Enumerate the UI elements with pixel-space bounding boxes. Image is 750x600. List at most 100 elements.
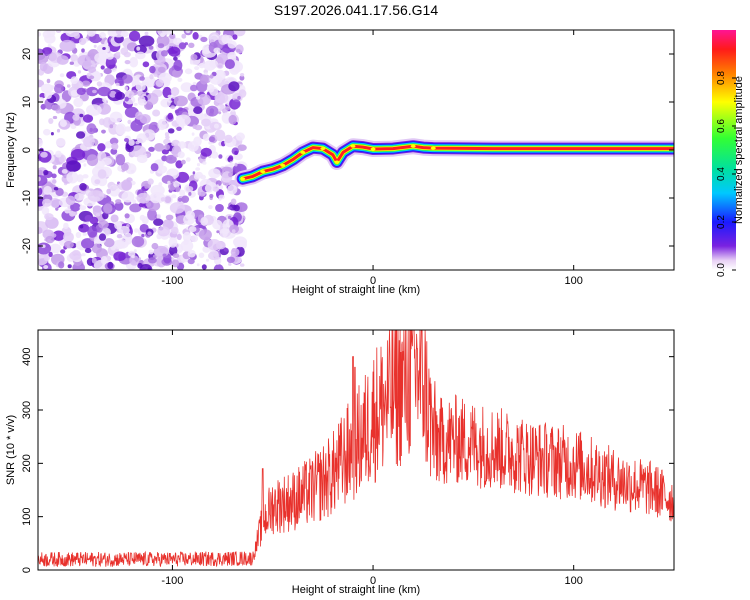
spectrogram-noise-cell: [165, 154, 177, 164]
spectrogram-noise-cell: [38, 242, 52, 255]
spectrogram-noise-cell: [187, 141, 199, 152]
spectrogram-noise-cell: [214, 129, 226, 142]
spectrogram-noise-cell: [216, 184, 219, 188]
spectrogram-noise-cell: [149, 65, 156, 74]
spectrogram-noise-cell: [233, 236, 248, 248]
snr-y-tick-label: 200: [21, 454, 33, 472]
spectrogram-noise-cell: [155, 79, 164, 88]
spectrogram-noise-cell: [38, 97, 45, 103]
spectrogram-noise-cell: [103, 203, 113, 214]
spectrogram-noise-cell: [75, 231, 82, 239]
spectrogram-noise-cell: [192, 32, 199, 40]
spectrogram-noise-cell: [160, 32, 165, 38]
spectrogram-noise-cell: [135, 111, 143, 120]
spectrogram-noise-cell: [87, 66, 97, 74]
spectrogram-noise-cell: [227, 51, 237, 60]
spectrogram-noise-cell: [165, 214, 174, 221]
spectrogram-noise-cell: [137, 99, 147, 106]
spectrogram-noise-cell: [171, 259, 180, 268]
snr-frame: [37, 329, 675, 571]
spectrogram-y-tick-label: -10: [21, 190, 33, 206]
spectrogram-noise-cell: [38, 186, 43, 196]
spectrogram-noise-cell: [38, 254, 48, 266]
spectrogram-noise-cell: [196, 263, 200, 267]
spectrogram-noise-cell: [121, 162, 129, 171]
colorbar: 0.0 0.2 0.4 0.6 0.8 Normalized spectral ampl…: [712, 30, 745, 277]
spectrogram-noise-cell: [42, 198, 52, 207]
spectrogram-noise-cell: [81, 80, 91, 87]
spectrogram-noise-cell: [196, 95, 201, 100]
spectrogram-noise-cell: [87, 190, 105, 202]
spectrogram-trace-point: [240, 177, 246, 181]
spectrogram-noise-cell: [194, 66, 200, 71]
spectrogram-noise-cell: [177, 141, 187, 149]
spectrogram-noise-cell: [38, 176, 41, 182]
spectrogram-noise-cell: [66, 160, 81, 173]
spectrogram-noise-cell: [70, 124, 77, 130]
spectrogram-noise-cell: [147, 231, 152, 236]
spectrogram-noise-cell: [43, 128, 51, 136]
spectrogram-noise-cell: [40, 151, 48, 158]
spectrogram-noise-cell: [79, 183, 87, 191]
spectrogram-noise-cell: [97, 86, 111, 97]
spectrogram-noise-cell: [124, 126, 132, 132]
spectrogram-noise-cell: [41, 244, 46, 248]
spectrogram-noise-cell: [160, 98, 171, 108]
spectrogram-noise-cell: [69, 251, 82, 261]
spectrogram-noise-cell: [169, 202, 185, 214]
spectrogram-noise-cell: [177, 197, 183, 202]
spectrogram-noise-cell: [52, 230, 65, 241]
spectrogram-noise-cell: [180, 82, 193, 93]
spectrogram-noise-cell: [97, 143, 106, 152]
spectrogram-x-tick-label: -100: [161, 275, 183, 287]
spectrogram-noise-cell: [39, 61, 48, 72]
snr-x-ticks: -100 0 100: [161, 330, 583, 587]
spectrogram-noise-cell: [156, 213, 162, 219]
spectrogram-noise-cell: [208, 141, 213, 145]
spectrogram-noise-cell: [52, 179, 57, 184]
spectrogram-noise-cell: [118, 225, 130, 235]
snr-x-tick-label: 0: [370, 575, 376, 587]
snr-y-tick-label: 300: [21, 401, 33, 419]
spectrogram-noise-cell: [153, 218, 164, 226]
spectrogram-noise-cell: [109, 124, 114, 129]
spectrogram-noise-cell: [43, 265, 49, 269]
spectrogram-noise-cell: [139, 76, 145, 81]
spectrogram-noise-cell: [91, 257, 97, 264]
spectrogram-noise-cell: [135, 51, 146, 60]
spectrogram-noise-cell: [181, 195, 190, 203]
snr-y-tick-label: 400: [21, 347, 33, 365]
spectrogram-noise-cell: [227, 206, 233, 210]
spectrogram-noise-cell: [81, 253, 86, 257]
spectrogram-noise-cell: [167, 180, 171, 185]
spectrogram-noise-cell: [141, 233, 145, 238]
spectrogram-noise-cell: [134, 228, 139, 233]
spectrogram-noise-cell: [189, 60, 194, 65]
spectrogram-noise-cell: [176, 114, 191, 126]
spectrogram-noise-cell: [198, 252, 205, 259]
spectrogram-noise-cell: [209, 74, 214, 79]
spectrogram-noise-cell: [86, 123, 97, 135]
spectrogram-noise-cell: [98, 233, 107, 241]
spectrogram-noise-cell: [138, 35, 155, 47]
spectrogram-noise-cell: [183, 214, 195, 225]
spectrogram-noise-cell: [202, 133, 210, 141]
spectrogram-noise-cell: [128, 139, 135, 146]
spectrogram-noise-cell: [105, 52, 114, 60]
spectrogram-noise-cell: [205, 258, 210, 262]
spectrogram-noise-cell: [55, 30, 62, 33]
spectrogram-noise-cell: [176, 126, 182, 131]
spectrogram-noise-cell: [236, 48, 241, 53]
spectrogram-noise-cell: [173, 37, 183, 46]
spectrogram-noise-cell: [113, 251, 127, 261]
spectrogram-noise-cell: [198, 229, 212, 241]
spectrogram-noise-cell: [48, 118, 54, 124]
spectrogram-noise-cell: [97, 169, 107, 179]
colorbar-label: Normalized spectral amplitude: [733, 76, 745, 224]
spectrogram-noise-cell: [228, 155, 234, 162]
spectrogram-noise-cell: [79, 224, 84, 229]
spectrogram-noise-cell: [173, 56, 178, 61]
spectrogram-noise-cell: [208, 168, 221, 179]
spectrogram-noise-cell: [135, 82, 146, 91]
